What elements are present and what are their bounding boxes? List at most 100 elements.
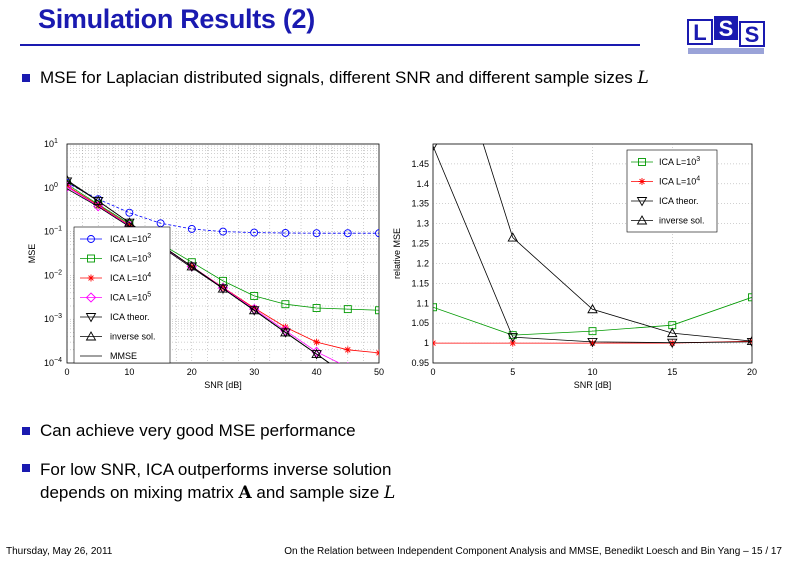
chart0-point: [67, 180, 71, 189]
chart0-point: [375, 380, 384, 389]
chart0-legend-marker: [87, 274, 95, 282]
logo-shadow: [688, 48, 764, 54]
chart1-point: [433, 303, 437, 312]
chart1-line: [433, 296, 752, 336]
chart1-point: [587, 337, 598, 348]
bullet-lowsnr-line1: For low SNR, ICA outperforms inverse sol…: [40, 460, 392, 479]
chart0-legend-entry: [80, 292, 102, 303]
chart0-point: [280, 326, 291, 337]
chart0-point: [343, 372, 352, 380]
logo-letter-l: L: [687, 19, 713, 45]
bullet-lowsnr: For low SNR, ICA outperforms inverse sol…: [22, 458, 395, 505]
chart1-ytick-label: 1.45: [411, 159, 429, 169]
chart0-legend-entry: [80, 331, 102, 341]
chart0-xtick-label: 30: [249, 367, 259, 377]
chart0-ylabel: MSE: [27, 244, 37, 264]
chart0-legend-entry: [80, 254, 102, 263]
chart1-ytick-label: 1.2: [416, 258, 429, 268]
chart0-point: [343, 373, 352, 381]
chart1-legend-marker: [636, 215, 648, 225]
chart1-ytick-label: 1.15: [411, 278, 429, 288]
footer-date: Thursday, May 26, 2011: [6, 546, 113, 557]
chart0-point: [311, 348, 322, 359]
chart0-xtick-label: 0: [64, 367, 69, 377]
chart0-point: [67, 181, 73, 193]
chart1-point: [433, 144, 438, 152]
var-l: L: [637, 68, 649, 88]
chart1-ytick-label: 1.1: [416, 298, 429, 308]
line2-mid: and sample size: [256, 483, 380, 502]
footer-source: On the Relation between Independent Comp…: [284, 546, 782, 557]
bullet-intro: MSE for Laplacian distributed signals, d…: [22, 68, 649, 88]
chart1-legend-entry: [631, 178, 653, 185]
chart1-legend-label: inverse sol.: [659, 216, 705, 226]
bullet-intro-text: MSE for Laplacian distributed signals, d…: [40, 68, 633, 87]
svg-text:S: S: [719, 16, 734, 41]
chart1-ytick-label: 1.4: [416, 179, 429, 189]
chart1-point: [589, 339, 596, 347]
chart1-ytick-label: 1.3: [416, 219, 429, 229]
chart1-legend-marker: [636, 197, 648, 207]
chart0-ytick-label: 101: [44, 138, 58, 149]
chart0-point: [248, 306, 260, 316]
chart0-legend-marker: [85, 331, 97, 341]
chart0-point: [248, 304, 260, 315]
chart0-point: [344, 346, 352, 354]
chart0-point: [375, 393, 384, 401]
chart0-ytick-label: 10−3: [44, 313, 62, 324]
chart0-point: [217, 283, 229, 293]
bullet-perf: Can achieve very good MSE performance: [22, 421, 356, 441]
bullet-lowsnr-line2: depends on mixing matrix A and sample si…: [40, 481, 395, 505]
lss-logo: L S S: [687, 16, 765, 54]
chart1-point: [509, 339, 517, 347]
chart0-legend-marker: [85, 313, 97, 323]
chart0-point: [281, 229, 290, 237]
chart1-legend-label: ICA L=104: [659, 176, 700, 187]
chart0-point: [375, 394, 384, 402]
chart1-xtick-label: 5: [510, 367, 515, 377]
chart1-series-2: [433, 144, 752, 349]
chart1-xtick-label: 10: [587, 367, 597, 377]
logo-letter-s1: S: [714, 16, 738, 41]
title-rule: [20, 44, 640, 46]
chart1-point: [666, 338, 678, 349]
bullet-square-icon: [22, 464, 30, 472]
chart1-xtick-label: 0: [430, 367, 435, 377]
chart0-point: [313, 338, 321, 346]
chart1-ytick-label: 0.95: [411, 358, 429, 368]
chart0-legend-entry: [80, 313, 102, 323]
chart0-xtick-label: 20: [187, 367, 197, 377]
chart0-legend-marker: [87, 254, 95, 263]
chart1-line: [433, 145, 752, 344]
chart0-legend-label: ICA L=102: [110, 233, 151, 244]
chart0-legend-label: ICA L=105: [110, 292, 151, 303]
chart1-point: [748, 293, 752, 302]
chart1-ytick-label: 1: [424, 338, 429, 348]
chart1-legend-entry: [631, 158, 653, 166]
chart0-legend-entry: [80, 235, 102, 243]
chart0-xlabel: SNR [dB]: [204, 380, 242, 390]
chart0-point: [346, 362, 349, 363]
chart1-legend-label: ICA theor.: [659, 196, 699, 206]
chart0-point: [92, 195, 104, 205]
chart1-point: [433, 339, 437, 347]
chart0-xtick-label: 10: [124, 367, 134, 377]
chart1-ytick-label: 1.35: [411, 199, 429, 209]
chart0-point: [125, 221, 133, 229]
chart0-legend-label: ICA L=104: [110, 272, 151, 283]
svg-text:L: L: [693, 20, 706, 45]
chart0-legend-entry: [80, 274, 102, 282]
chart0-legend-marker: [85, 292, 97, 303]
var-l2: L: [383, 483, 396, 503]
chart0-point: [187, 224, 196, 233]
svg-text:S: S: [745, 22, 760, 47]
chart1-line: [482, 144, 752, 342]
chart0-point: [311, 350, 322, 360]
line2-pre: depends on mixing matrix: [40, 483, 234, 502]
chart1-point: [588, 327, 597, 336]
chart0-point: [250, 291, 259, 300]
chart1-ytick-label: 1.25: [411, 239, 429, 249]
chart0-legend-marker: [87, 235, 95, 243]
chart0-point: [343, 229, 352, 238]
